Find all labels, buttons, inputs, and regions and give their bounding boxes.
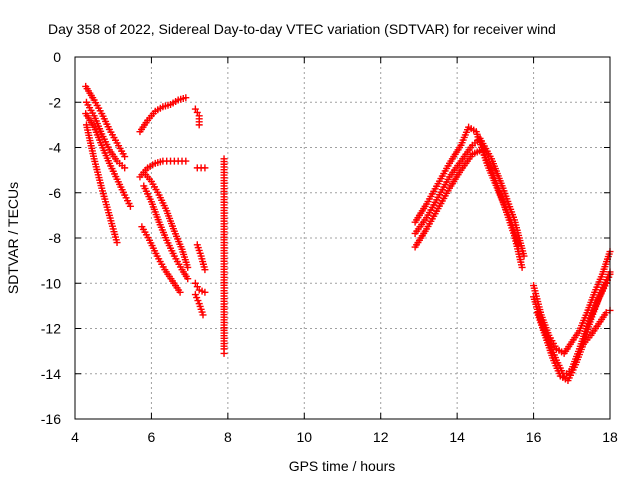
y-tick-label: -8 xyxy=(49,230,62,246)
data-point-marker xyxy=(520,252,528,260)
x-tick-label: 6 xyxy=(148,429,156,445)
data-point-marker xyxy=(182,94,190,102)
data-point-marker xyxy=(184,263,192,271)
data-point-marker xyxy=(195,121,203,129)
y-tick-label: -4 xyxy=(49,140,62,156)
data-point-marker xyxy=(176,288,184,296)
series-track-3 xyxy=(82,110,134,210)
y-tick-label: -14 xyxy=(41,366,61,382)
x-tick-labels: 4 6 8 10 12 14 16 18 xyxy=(71,429,618,445)
data-points xyxy=(82,82,614,385)
data-point-marker xyxy=(201,288,209,296)
series-track-2 xyxy=(82,98,129,172)
grid-lines xyxy=(75,57,610,419)
data-point-marker xyxy=(201,266,209,274)
series-track-10 xyxy=(191,105,203,129)
x-tick-label: 8 xyxy=(224,429,232,445)
series-track-22 xyxy=(579,270,614,348)
x-tick-label: 14 xyxy=(449,429,465,445)
series-track-4 xyxy=(82,121,121,247)
data-point-marker xyxy=(201,164,209,172)
x-tick-label: 10 xyxy=(296,429,312,445)
data-point-marker xyxy=(518,263,526,271)
data-point-marker xyxy=(182,157,190,165)
series-track-8 xyxy=(140,182,192,283)
data-point-marker xyxy=(220,349,228,357)
series-track-5 xyxy=(136,94,190,136)
data-point-marker xyxy=(113,239,121,247)
series-track-11 xyxy=(193,164,209,172)
x-tick-label: 4 xyxy=(71,429,79,445)
x-tick-label: 18 xyxy=(602,429,618,445)
y-tick-label: -16 xyxy=(41,411,61,427)
data-point-marker xyxy=(184,275,192,283)
y-tick-labels: 0 -2 -4 -6 -8 -10 -12 -14 -16 xyxy=(41,49,61,427)
plot-frame xyxy=(74,56,611,420)
series-track-21 xyxy=(533,306,614,385)
x-tick-label: 12 xyxy=(373,429,389,445)
x-axis-label: GPS time / hours xyxy=(289,458,396,474)
y-tick-label: -10 xyxy=(41,275,61,291)
y-tick-label: -12 xyxy=(41,321,61,337)
y-tick-label: -2 xyxy=(49,94,62,110)
chart-title: Day 358 of 2022, Sidereal Day-to-day VTE… xyxy=(48,21,556,37)
series-track-14 xyxy=(191,291,207,319)
y-tick-label: 0 xyxy=(53,49,61,65)
data-point-marker xyxy=(602,309,610,317)
data-point-marker xyxy=(121,164,129,172)
series-track-7 xyxy=(140,168,192,271)
series-track-9 xyxy=(138,223,184,296)
x-tick-label: 16 xyxy=(526,429,542,445)
series-track-1 xyxy=(82,82,129,161)
series-track-15 xyxy=(220,155,228,357)
series-track-12 xyxy=(193,241,209,274)
series-track-18 xyxy=(411,146,526,271)
y-axis-label: SDTVAR / TECUs xyxy=(5,182,21,294)
data-point-marker xyxy=(199,311,207,319)
y-tick-label: -6 xyxy=(49,185,62,201)
data-point-marker xyxy=(121,153,129,161)
data-point-marker xyxy=(126,202,134,210)
series-track-13 xyxy=(191,279,209,296)
